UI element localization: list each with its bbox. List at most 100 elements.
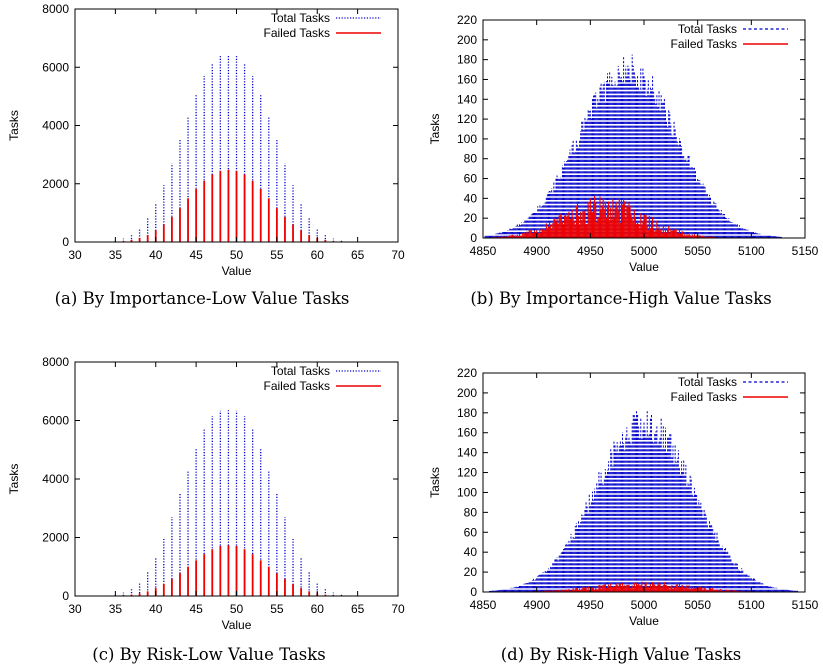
x-tick-label: 30	[68, 248, 82, 262]
x-tick-label: 4900	[523, 598, 550, 612]
y-tick-label: 4000	[42, 119, 69, 133]
x-tick-label: 4850	[470, 598, 497, 612]
axis-ticks: 30 35 40 45 50 55 60 65 70 0 2000 4000 6000 8000	[42, 2, 405, 262]
bars	[488, 410, 798, 592]
panel-caption: (d) By Risk-High Value Tasks	[501, 645, 742, 664]
plot-frame	[482, 372, 806, 593]
x-tick-label: 5150	[792, 598, 819, 612]
y-tick-label: 40	[464, 545, 478, 559]
legend-label: Failed Tasks	[671, 390, 737, 404]
y-tick-label: 200	[457, 33, 477, 47]
x-tick-label: 70	[391, 248, 405, 262]
y-tick-label: 2000	[42, 531, 69, 545]
x-tick-label: 35	[109, 602, 123, 616]
x-tick-label: 65	[351, 248, 365, 262]
axis-ticks: 30 35 40 45 50 55 60 65 70 0 2000 4000 6000 8000	[42, 355, 405, 616]
bars	[98, 410, 375, 596]
x-tick-label: 60	[311, 248, 325, 262]
x-tick-label: 45	[189, 602, 203, 616]
x-tick-label: 55	[270, 248, 284, 262]
y-tick-label: 160	[457, 72, 477, 86]
legend-label: Total Tasks	[678, 22, 737, 36]
chart-panel-4: 4850 4900 4950 5000 5050 5100 5150 0 20 40 60 80 100…	[428, 366, 819, 664]
y-tick-label: 100	[457, 485, 477, 499]
x-tick-label: 5000	[631, 598, 658, 612]
axis-ticks: 4850 4900 4950 5000 5050 5100 5150 0 20 40 60 80 100…	[457, 13, 819, 258]
legend-label: Failed Tasks	[671, 37, 737, 51]
x-tick-label: 5100	[738, 598, 765, 612]
x-tick-label: 30	[68, 602, 82, 616]
y-tick-label: 2000	[42, 177, 69, 191]
y-tick-label: 8000	[42, 355, 69, 369]
y-axis-label: Tasks	[7, 110, 21, 141]
x-tick-label: 60	[311, 602, 325, 616]
x-tick-label: 5100	[738, 244, 765, 258]
y-tick-label: 60	[464, 172, 478, 186]
legend-label: Failed Tasks	[264, 26, 330, 40]
x-tick-label: 70	[391, 602, 405, 616]
y-tick-label: 8000	[42, 2, 69, 16]
x-tick-label: 5000	[631, 244, 658, 258]
y-tick-label: 220	[457, 13, 477, 27]
y-tick-label: 220	[457, 366, 477, 380]
y-tick-label: 40	[464, 191, 478, 205]
x-tick-label: 5150	[792, 244, 819, 258]
chart-panel-1: 30 35 40 45 50 55 60 65 70 0 2000 4000 6000 8000 Value…	[7, 2, 405, 308]
legend-label: Total Tasks	[678, 375, 737, 389]
y-tick-label: 140	[457, 446, 477, 460]
y-tick-label: 0	[470, 231, 477, 245]
x-axis-label: Value	[629, 614, 659, 628]
panel-caption: (c) By Risk-Low Value Tasks	[92, 645, 325, 664]
x-tick-label: 50	[230, 248, 244, 262]
y-tick-label: 6000	[42, 60, 69, 74]
y-tick-label: 4000	[42, 472, 69, 486]
y-tick-label: 120	[457, 466, 477, 480]
y-axis-label: Tasks	[428, 114, 442, 145]
y-tick-label: 6000	[42, 414, 69, 428]
y-tick-label: 0	[470, 585, 477, 599]
x-tick-label: 5050	[684, 244, 711, 258]
x-tick-label: 40	[149, 602, 163, 616]
legend-label: Failed Tasks	[264, 379, 330, 393]
y-tick-label: 60	[464, 525, 478, 539]
y-tick-label: 20	[464, 565, 478, 579]
panel-caption: (a) By Importance-Low Value Tasks	[55, 289, 350, 308]
x-tick-label: 65	[351, 602, 365, 616]
x-tick-label: 45	[189, 248, 203, 262]
y-axis-label: Tasks	[7, 464, 21, 495]
legend-label: Total Tasks	[271, 11, 330, 25]
panel-caption: (b) By Importance-High Value Tasks	[470, 289, 771, 308]
y-tick-label: 100	[457, 132, 477, 146]
y-tick-label: 80	[464, 152, 478, 166]
y-tick-label: 0	[62, 589, 69, 603]
x-tick-label: 4950	[577, 598, 604, 612]
x-tick-label: 55	[270, 602, 284, 616]
legend-label: Total Tasks	[271, 364, 330, 378]
y-tick-label: 160	[457, 426, 477, 440]
y-tick-label: 140	[457, 92, 477, 106]
y-tick-label: 180	[457, 53, 477, 67]
bars	[484, 54, 782, 238]
y-tick-label: 20	[464, 211, 478, 225]
plot-frame	[482, 19, 806, 239]
x-tick-label: 50	[230, 602, 244, 616]
chart-panel-2: 4850 4900 4950 5000 5050 5100 5150 0 20 40 60 80 100…	[428, 13, 819, 308]
bars	[98, 55, 375, 242]
x-tick-label: 40	[149, 248, 163, 262]
x-axis-label: Value	[629, 260, 659, 274]
y-tick-label: 0	[62, 235, 69, 249]
x-tick-label: 4900	[523, 244, 550, 258]
y-tick-label: 200	[457, 386, 477, 400]
x-tick-label: 4950	[577, 244, 604, 258]
x-tick-label: 4850	[470, 244, 497, 258]
y-tick-label: 180	[457, 406, 477, 420]
x-axis-label: Value	[222, 618, 252, 632]
x-tick-label: 35	[109, 248, 123, 262]
x-tick-label: 5050	[684, 598, 711, 612]
axis-ticks: 4850 4900 4950 5000 5050 5100 5150 0 20 40 60 80 100…	[457, 366, 819, 612]
